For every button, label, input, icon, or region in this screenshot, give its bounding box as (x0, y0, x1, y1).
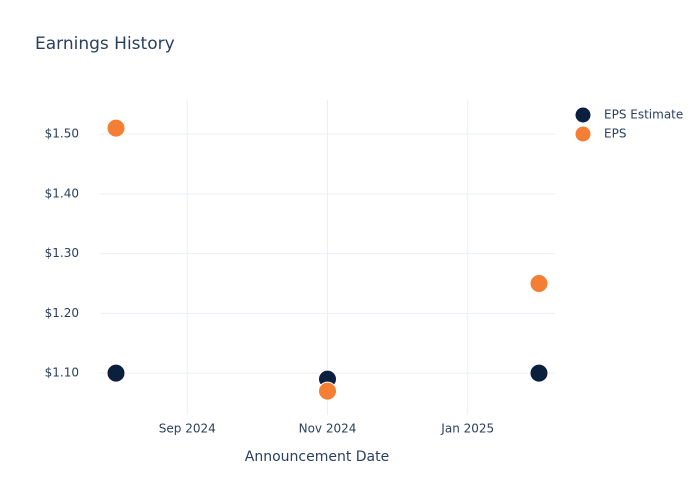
x-tick-label: Sep 2024 (159, 422, 216, 436)
data-point (106, 118, 126, 138)
data-point (529, 274, 549, 294)
x-tick-label: Nov 2024 (299, 422, 357, 436)
y-tick-label: $1.20 (45, 306, 79, 320)
x-tick-label: Jan 2025 (440, 422, 494, 436)
legend-marker (574, 125, 592, 143)
legend-label: EPS (604, 127, 626, 141)
x-axis-title: Announcement Date (245, 449, 389, 465)
y-tick-label: $1.40 (45, 186, 79, 200)
data-point (318, 381, 337, 401)
data-point (529, 363, 549, 383)
legend-marker (574, 106, 592, 124)
y-tick-label: $1.30 (45, 246, 79, 260)
y-tick-label: $1.50 (45, 127, 79, 141)
chart-title: Earnings History (35, 34, 175, 54)
y-tick-label: $1.10 (45, 366, 79, 380)
plot-area (106, 118, 549, 401)
data-point (106, 363, 126, 383)
legend-label: EPS Estimate (604, 108, 683, 122)
grid: $1.10 $1.20 $1.30 $1.40 $1.50 Sep 2024 Nov 202… (45, 100, 555, 436)
legend: EPS Estimate EPS (574, 106, 683, 143)
